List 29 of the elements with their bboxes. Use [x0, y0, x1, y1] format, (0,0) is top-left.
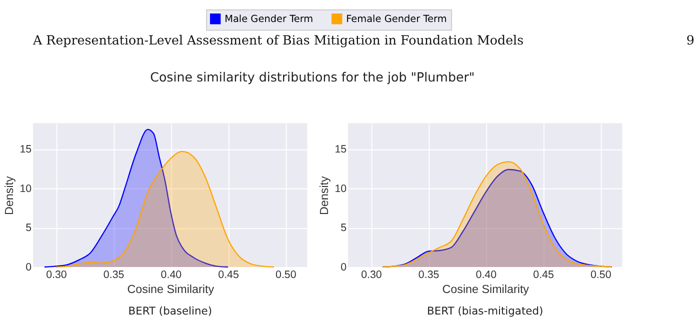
y-tick-label: 0: [340, 261, 347, 274]
y-tick-label: 15: [334, 143, 347, 156]
text: BERT (bias-mitigated): [427, 304, 544, 318]
text: BERT (baseline): [128, 304, 212, 318]
x-tick-label: 0.45: [533, 269, 554, 282]
y-tick-label: 5: [26, 222, 32, 234]
y-tick-label: 10: [334, 182, 347, 195]
x-axis-title: Cosine Similarity: [442, 282, 530, 296]
y-tick-label: 5: [340, 222, 347, 234]
x-axis-title: Cosine Similarity: [127, 282, 214, 296]
legend-label: Male Gender Term: [224, 14, 314, 25]
text: 9: [686, 32, 694, 48]
x-tick-label: 0.35: [418, 269, 440, 282]
chart-title: Cosine similarity distributions for the job "Plumber": [150, 69, 475, 84]
y-axis-title: Density: [2, 176, 16, 215]
x-tick-label: 0.30: [361, 269, 382, 282]
x-tick-label: 0.35: [103, 269, 124, 282]
x-tick-label: 0.45: [218, 269, 239, 282]
text: A Representation-Level Assessment of Bias Mitigation in Foundation Models: [32, 32, 524, 48]
x-tick-label: 0.50: [275, 269, 296, 282]
x-tick-label: 0.30: [46, 269, 67, 282]
y-axis-title: Density: [318, 176, 331, 215]
legend-label: Female Gender Term: [346, 14, 447, 25]
y-tick-label: 0: [26, 261, 32, 274]
x-tick-label: 0.50: [590, 269, 612, 282]
y-tick-label: 15: [20, 143, 32, 156]
x-tick-label: 0.40: [476, 269, 497, 282]
y-tick-label: 10: [20, 182, 32, 195]
x-tick-label: 0.40: [160, 269, 182, 282]
